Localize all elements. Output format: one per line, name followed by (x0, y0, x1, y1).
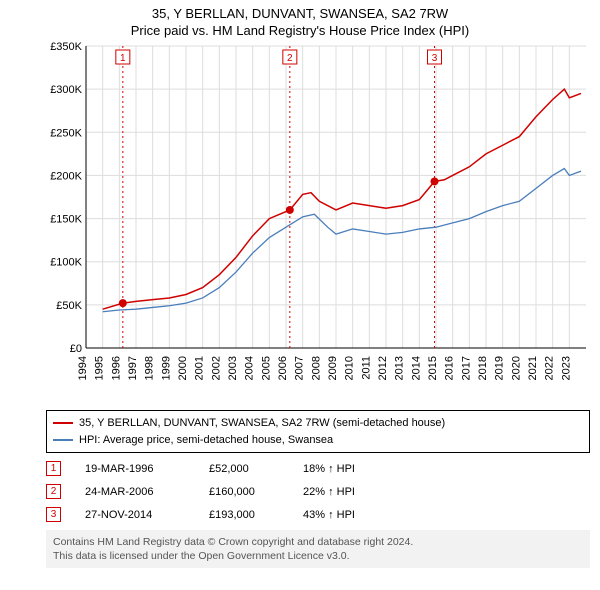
chart-subtitle: Price paid vs. HM Land Registry's House … (0, 21, 600, 42)
sale-price: £160,000 (209, 486, 279, 498)
svg-text:2005: 2005 (260, 356, 272, 380)
sale-price: £52,000 (209, 463, 279, 475)
legend-label: HPI: Average price, semi-detached house,… (79, 432, 333, 449)
svg-text:2008: 2008 (310, 356, 322, 380)
svg-text:1996: 1996 (110, 356, 122, 380)
sale-marker: 2 (46, 484, 61, 499)
svg-text:£100K: £100K (50, 257, 82, 269)
legend-swatch (53, 439, 73, 441)
svg-text:2012: 2012 (377, 356, 389, 380)
svg-text:2009: 2009 (327, 356, 339, 380)
sale-pct: 43% ↑ HPI (303, 509, 355, 521)
svg-text:2014: 2014 (410, 356, 422, 380)
sales-list: 1 19-MAR-1996 £52,000 18% ↑ HPI 2 24-MAR… (46, 457, 590, 526)
legend-item: 35, Y BERLLAN, DUNVANT, SWANSEA, SA2 7RW… (53, 415, 583, 432)
sale-price: £193,000 (209, 509, 279, 521)
attribution-line: This data is licensed under the Open Gov… (53, 549, 583, 563)
sale-row: 2 24-MAR-2006 £160,000 22% ↑ HPI (46, 480, 590, 503)
svg-text:1995: 1995 (94, 356, 106, 380)
svg-text:£350K: £350K (50, 42, 82, 53)
svg-text:2006: 2006 (277, 356, 289, 380)
attribution: Contains HM Land Registry data © Crown c… (46, 530, 590, 568)
sale-marker: 3 (46, 507, 61, 522)
sale-pct: 18% ↑ HPI (303, 463, 355, 475)
svg-text:2017: 2017 (460, 356, 472, 380)
sale-pct: 22% ↑ HPI (303, 486, 355, 498)
svg-text:2022: 2022 (544, 356, 556, 380)
svg-text:2002: 2002 (210, 356, 222, 380)
svg-text:2011: 2011 (360, 356, 372, 380)
svg-text:£50K: £50K (56, 300, 82, 312)
sale-date: 24-MAR-2006 (85, 486, 185, 498)
svg-text:£250K: £250K (50, 127, 82, 139)
svg-text:2000: 2000 (177, 356, 189, 380)
svg-text:£200K: £200K (50, 170, 82, 182)
svg-text:2007: 2007 (294, 356, 306, 380)
svg-text:2004: 2004 (244, 356, 256, 380)
svg-text:2010: 2010 (344, 356, 356, 380)
attribution-line: Contains HM Land Registry data © Crown c… (53, 535, 583, 549)
legend-swatch (53, 422, 73, 424)
root: 35, Y BERLLAN, DUNVANT, SWANSEA, SA2 7RW… (0, 0, 600, 590)
svg-text:1999: 1999 (160, 356, 172, 380)
sale-date: 19-MAR-1996 (85, 463, 185, 475)
svg-text:1997: 1997 (127, 356, 139, 380)
sale-marker: 1 (46, 461, 61, 476)
chart-title: 35, Y BERLLAN, DUNVANT, SWANSEA, SA2 7RW (0, 0, 600, 21)
svg-text:2003: 2003 (227, 356, 239, 380)
svg-text:2013: 2013 (394, 356, 406, 380)
svg-text:1998: 1998 (144, 356, 156, 380)
legend-label: 35, Y BERLLAN, DUNVANT, SWANSEA, SA2 7RW… (79, 415, 445, 432)
legend: 35, Y BERLLAN, DUNVANT, SWANSEA, SA2 7RW… (46, 410, 590, 453)
svg-text:2023: 2023 (560, 356, 572, 380)
svg-text:2001: 2001 (194, 356, 206, 380)
line-chart: £0 £50K £100K £150K £200K £250K £300K £350K 1994… (46, 42, 590, 402)
svg-text:2015: 2015 (427, 356, 439, 380)
svg-text:£150K: £150K (50, 214, 82, 226)
sale-row: 1 19-MAR-1996 £52,000 18% ↑ HPI (46, 457, 590, 480)
sale-row: 3 27-NOV-2014 £193,000 43% ↑ HPI (46, 503, 590, 526)
svg-text:2020: 2020 (510, 356, 522, 380)
svg-text:2: 2 (287, 53, 293, 64)
svg-text:1994: 1994 (77, 356, 89, 380)
svg-text:2016: 2016 (444, 356, 456, 380)
svg-text:3: 3 (432, 53, 438, 64)
svg-text:1: 1 (120, 53, 126, 64)
svg-text:£0: £0 (70, 343, 82, 355)
legend-item: HPI: Average price, semi-detached house,… (53, 432, 583, 449)
svg-text:2021: 2021 (527, 356, 539, 380)
svg-text:£300K: £300K (50, 84, 82, 96)
sale-date: 27-NOV-2014 (85, 509, 185, 521)
svg-text:2019: 2019 (494, 356, 506, 380)
chart-area: £0 £50K £100K £150K £200K £250K £300K £350K 1994… (46, 42, 590, 402)
svg-text:2018: 2018 (477, 356, 489, 380)
